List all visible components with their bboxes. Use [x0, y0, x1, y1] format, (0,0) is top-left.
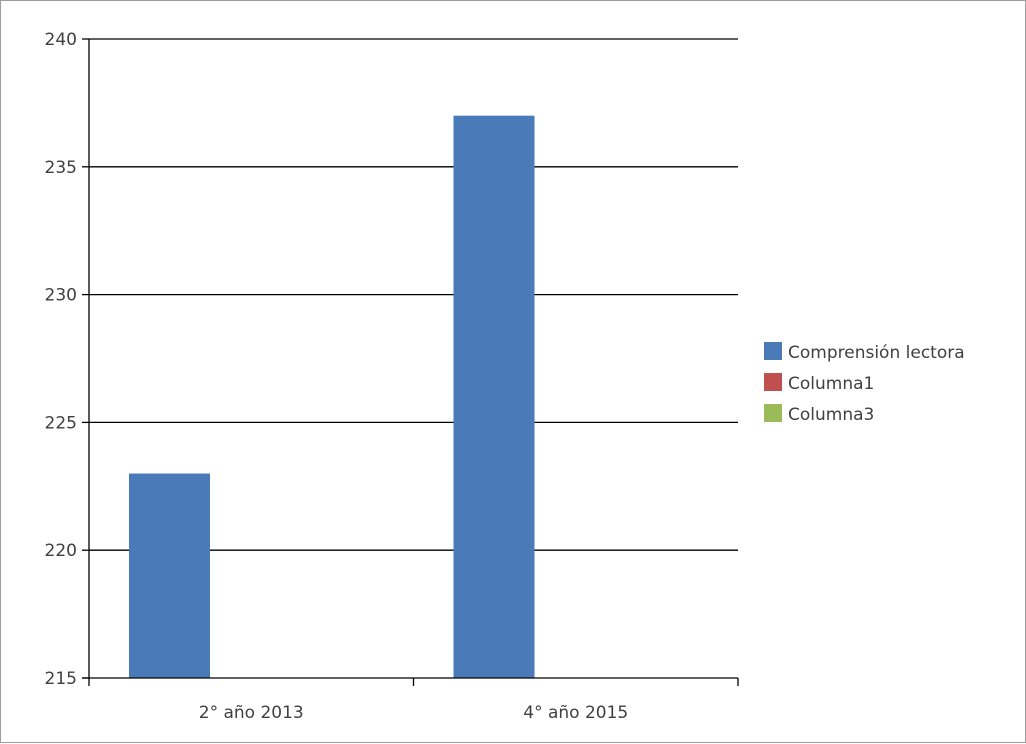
y-tick-label: 240	[45, 30, 77, 50]
x-axis-tick-labels: 2° año 2013 4° año 2015	[199, 703, 628, 723]
legend-label: Columna1	[788, 374, 874, 394]
y-tick-label: 220	[45, 541, 77, 561]
y-tick-label: 215	[45, 669, 77, 689]
legend: Comprensión lectora Columna1 Columna3	[764, 342, 965, 425]
legend-item: Columna3	[764, 404, 874, 425]
legend-swatch	[764, 342, 782, 360]
y-tick-label: 235	[45, 158, 77, 178]
bar-1-2	[453, 115, 535, 679]
y-tick-label: 230	[45, 286, 77, 306]
x-tick-label: 2° año 2013	[199, 703, 304, 723]
x-tick-label: 4° año 2015	[523, 703, 628, 723]
gridlines	[89, 38, 738, 551]
legend-item: Comprensión lectora	[764, 342, 965, 363]
legend-label: Comprensión lectora	[788, 343, 965, 363]
axes	[82, 38, 739, 686]
legend-item: Columna1	[764, 373, 874, 394]
legend-swatch	[764, 373, 782, 391]
y-axis-tick-labels: 215 220 225 230 235 240	[45, 30, 77, 689]
bars	[129, 115, 535, 679]
y-tick-label: 225	[45, 413, 77, 433]
bar-1-1	[129, 473, 210, 678]
legend-swatch	[764, 404, 782, 422]
legend-label: Columna3	[788, 405, 874, 425]
